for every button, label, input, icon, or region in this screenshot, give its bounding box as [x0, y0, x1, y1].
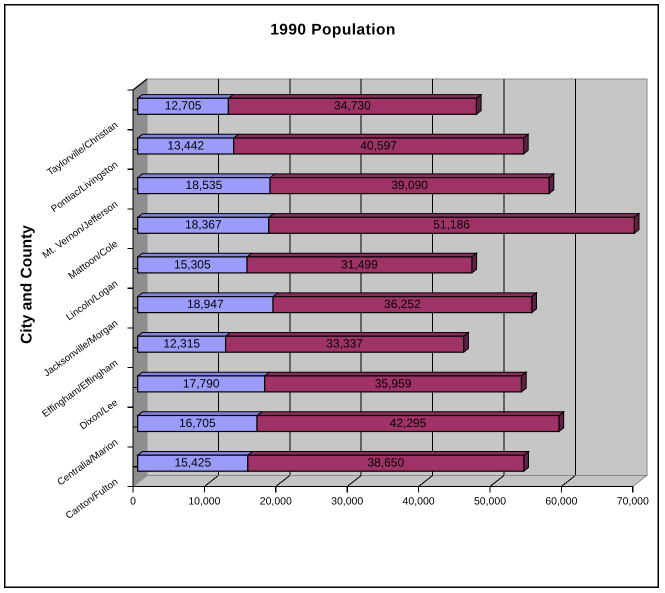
svg-text:15,425: 15,425 — [174, 456, 211, 470]
svg-text:20,000: 20,000 — [260, 496, 292, 508]
svg-text:12,705: 12,705 — [165, 99, 202, 113]
svg-text:1990 Population: 1990 Population — [270, 21, 396, 38]
svg-text:12,315: 12,315 — [163, 337, 200, 351]
svg-text:39,090: 39,090 — [391, 178, 428, 192]
svg-text:35,959: 35,959 — [375, 376, 412, 390]
svg-text:0: 0 — [130, 496, 136, 508]
svg-text:40,000: 40,000 — [403, 496, 435, 508]
svg-text:15,305: 15,305 — [174, 257, 211, 271]
svg-text:38,650: 38,650 — [367, 456, 404, 470]
svg-text:36,252: 36,252 — [384, 297, 421, 311]
svg-text:16,705: 16,705 — [179, 416, 216, 430]
svg-text:51,186: 51,186 — [433, 218, 470, 232]
svg-text:13,442: 13,442 — [167, 138, 204, 152]
svg-text:City and County: City and County — [18, 225, 35, 344]
svg-text:18,535: 18,535 — [186, 178, 223, 192]
svg-text:30,000: 30,000 — [331, 496, 363, 508]
svg-text:40,597: 40,597 — [360, 138, 397, 152]
svg-text:17,790: 17,790 — [183, 376, 220, 390]
svg-text:34,730: 34,730 — [334, 99, 371, 113]
svg-text:18,947: 18,947 — [187, 297, 224, 311]
svg-text:31,499: 31,499 — [341, 257, 378, 271]
svg-text:50,000: 50,000 — [474, 496, 506, 508]
svg-text:60,000: 60,000 — [545, 496, 577, 508]
svg-text:42,295: 42,295 — [390, 416, 427, 430]
svg-text:33,337: 33,337 — [326, 337, 363, 351]
svg-text:18,367: 18,367 — [185, 218, 222, 232]
svg-text:10,000: 10,000 — [188, 496, 220, 508]
svg-text:70,000: 70,000 — [617, 496, 649, 508]
